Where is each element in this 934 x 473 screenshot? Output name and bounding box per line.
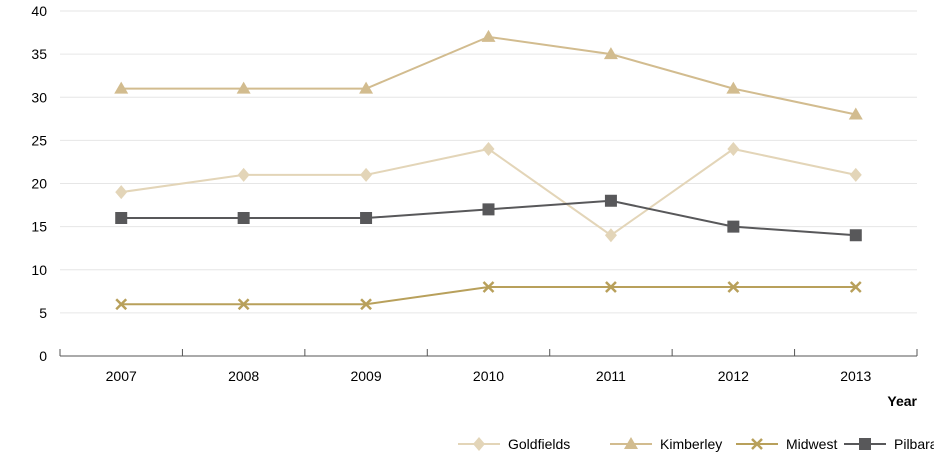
x-axis-label: Year [887, 393, 917, 409]
legend-marker-diamond [473, 437, 485, 451]
y-tick-label: 25 [31, 132, 47, 148]
goldfields-line [121, 147, 856, 237]
pilbara-point [482, 203, 495, 216]
kimberley-point [236, 81, 251, 94]
x-tick-label: 2012 [718, 368, 749, 384]
y-tick-label: 35 [31, 46, 47, 62]
pilbara-point [115, 212, 128, 224]
pilbara-point [727, 220, 740, 233]
goldfields-point [482, 142, 495, 156]
legend-marker-triangle [624, 437, 638, 449]
goldfields-point [727, 142, 740, 156]
legend-marker-square [859, 438, 871, 450]
pilbara-point [360, 212, 373, 224]
series-pilbara [115, 194, 862, 242]
legend[interactable]: Goldfields Kimberley Midwest Pilbara [458, 436, 934, 452]
legend-marker-x [751, 438, 763, 450]
gridlines [60, 10, 917, 314]
x-tick-label: 2008 [228, 368, 259, 384]
midwest-point [849, 281, 862, 293]
x-tick-label: 2010 [473, 368, 504, 384]
y-tick-label: 10 [31, 262, 47, 278]
goldfields-point [360, 167, 373, 182]
x-tick-label: 2009 [350, 368, 381, 384]
kimberley-point [359, 81, 374, 94]
series-kimberley [114, 29, 863, 120]
legend-label: Midwest [786, 436, 837, 452]
kimberley-point [848, 107, 863, 120]
kimberley-point [726, 81, 741, 94]
goldfields-point [604, 228, 617, 243]
kimberley-point [603, 47, 618, 60]
kimberley-point [114, 81, 129, 94]
legend-item-pilbara[interactable]: Pilbara [844, 436, 934, 452]
y-tick-label: 20 [31, 176, 47, 192]
midwest-point [115, 298, 128, 311]
goldfields-point [237, 167, 250, 182]
legend-item-goldfields[interactable]: Goldfields [458, 436, 570, 452]
y-tick-label: 30 [31, 89, 47, 105]
midwest-point [360, 298, 372, 311]
series-goldfields [115, 142, 862, 243]
y-tick-label: 40 [31, 3, 47, 19]
kimberley-point [481, 29, 496, 42]
midwest-point [727, 281, 740, 293]
pilbara-point [849, 229, 862, 242]
legend-item-midwest[interactable]: Midwest [736, 436, 837, 452]
pilbara-point [604, 194, 617, 207]
midwest-point [482, 281, 495, 293]
x-axis-ticks: 2007 2008 2009 2010 2011 2012 2013 [106, 368, 872, 384]
x-tick-label: 2013 [840, 368, 871, 384]
y-axis-ticks: 0 5 10 15 20 25 30 35 40 [31, 3, 47, 364]
kimberley-line [121, 35, 856, 116]
y-tick-label: 0 [39, 348, 47, 364]
series-midwest [115, 281, 862, 311]
midwest-point [605, 281, 617, 293]
goldfields-point [115, 185, 128, 200]
x-tick-label: 2007 [106, 368, 137, 384]
midwest-line [121, 286, 856, 306]
pilbara-point [237, 212, 250, 224]
legend-label: Goldfields [508, 436, 570, 452]
legend-label: Pilbara [894, 436, 934, 452]
legend-label: Kimberley [660, 436, 722, 452]
x-tick-label: 2011 [596, 368, 626, 384]
y-tick-label: 5 [39, 305, 47, 321]
legend-item-kimberley[interactable]: Kimberley [610, 436, 722, 452]
goldfields-point [849, 167, 862, 182]
y-tick-label: 15 [31, 219, 47, 235]
midwest-point [237, 298, 250, 311]
series-lines [114, 29, 863, 311]
axes [59, 349, 918, 357]
